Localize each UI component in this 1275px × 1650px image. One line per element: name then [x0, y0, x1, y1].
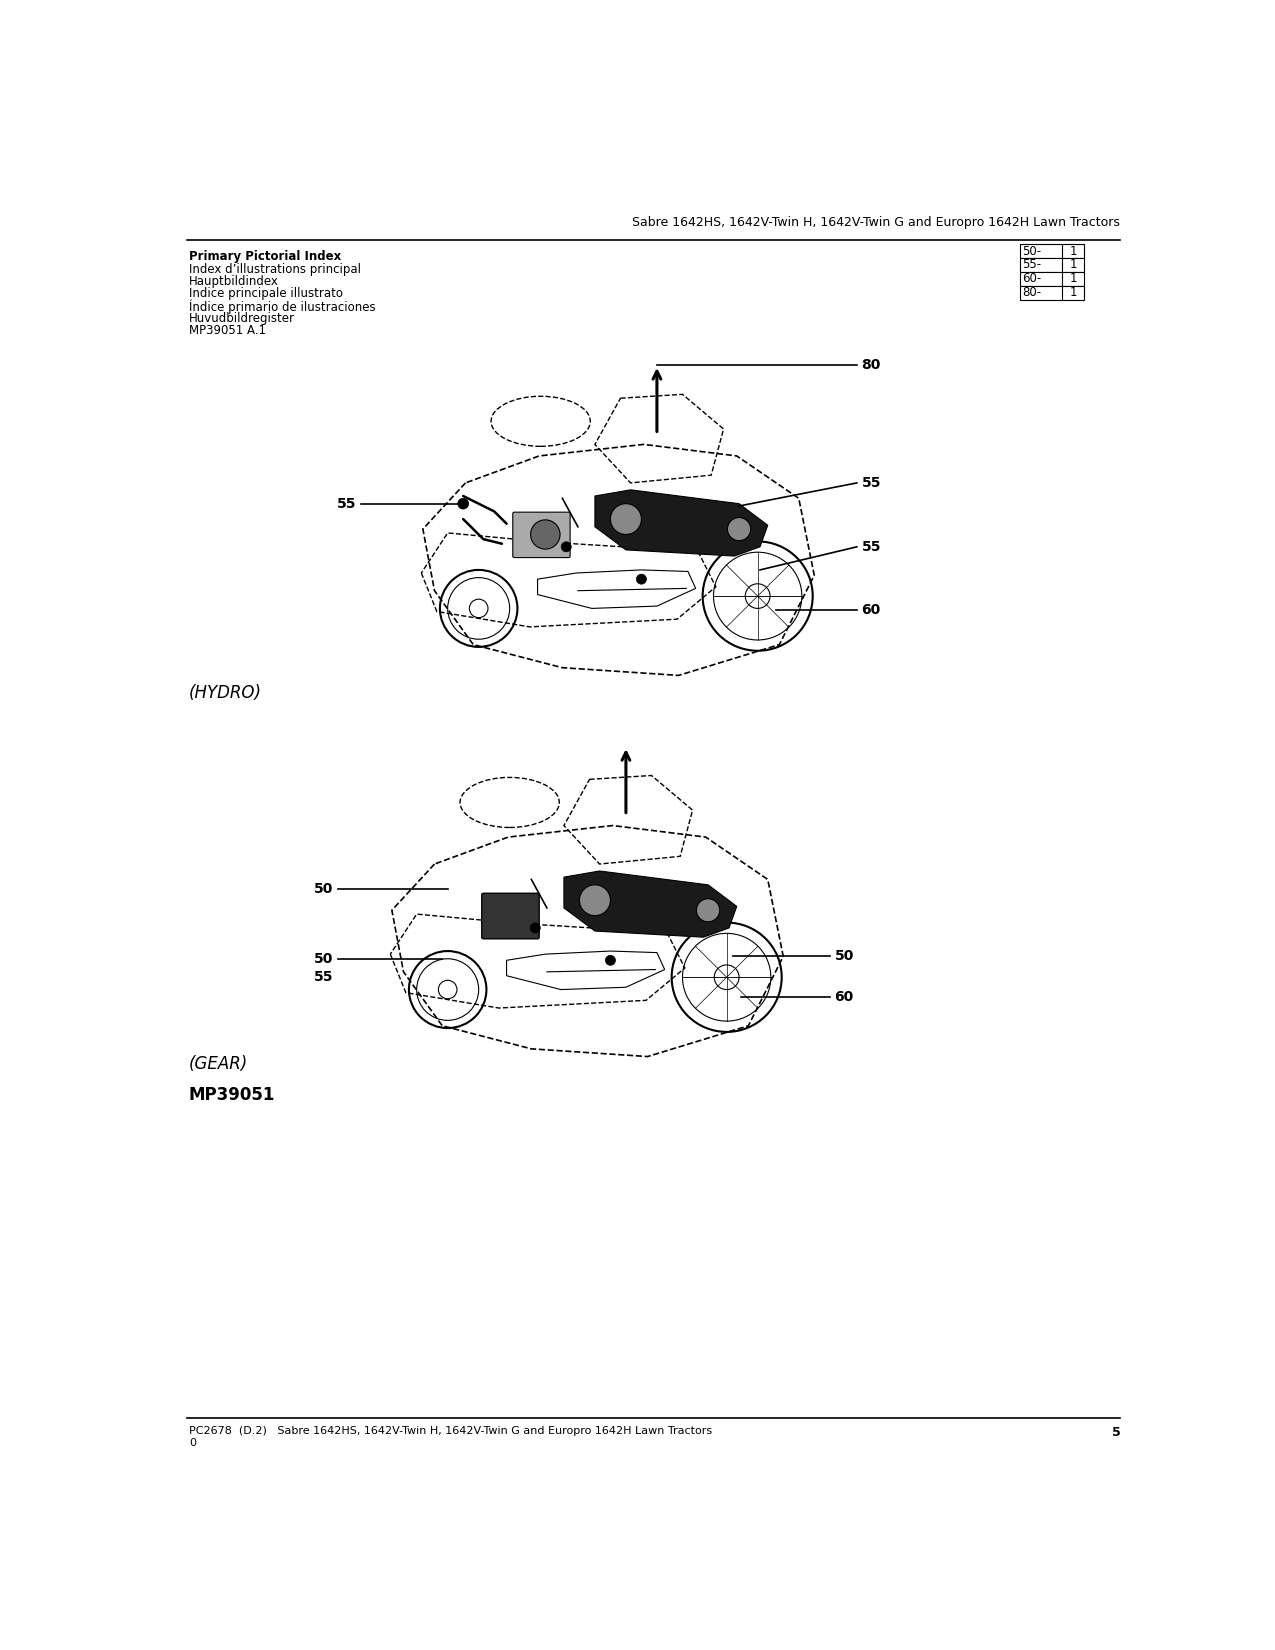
Text: 1: 1: [1070, 244, 1077, 257]
Text: Huvudbildregister: Huvudbildregister: [189, 312, 295, 325]
Text: Índice primario de ilustraciones: Índice primario de ilustraciones: [189, 300, 375, 314]
Text: 50: 50: [834, 949, 854, 964]
Ellipse shape: [728, 518, 751, 541]
Text: 60: 60: [862, 602, 881, 617]
Text: Indice principale illustrato: Indice principale illustrato: [189, 287, 343, 300]
Text: 55: 55: [337, 497, 356, 512]
Text: MP39051 A.1: MP39051 A.1: [189, 323, 265, 337]
Text: 5: 5: [1112, 1426, 1121, 1439]
Text: Hauptbildindex: Hauptbildindex: [189, 276, 279, 289]
Bar: [1020, 285, 1084, 300]
FancyBboxPatch shape: [513, 512, 570, 558]
Text: Index d’illustrations principal: Index d’illustrations principal: [189, 262, 361, 276]
Text: (HYDRO): (HYDRO): [189, 685, 261, 703]
Text: 1: 1: [1070, 272, 1077, 285]
FancyBboxPatch shape: [482, 893, 539, 939]
Text: Primary Pictorial Index: Primary Pictorial Index: [189, 251, 342, 264]
Ellipse shape: [530, 922, 541, 932]
Text: (GEAR): (GEAR): [189, 1056, 249, 1072]
Text: 1: 1: [1070, 259, 1077, 272]
Text: 80: 80: [862, 358, 881, 373]
Bar: [1020, 257, 1084, 272]
Text: MP39051: MP39051: [189, 1086, 275, 1104]
Text: 60-: 60-: [1023, 272, 1042, 285]
Ellipse shape: [561, 541, 571, 551]
Text: 55: 55: [862, 475, 881, 490]
Polygon shape: [595, 490, 768, 556]
FancyBboxPatch shape: [482, 893, 539, 939]
Ellipse shape: [636, 574, 646, 584]
Text: 50-: 50-: [1023, 244, 1042, 257]
Text: 80-: 80-: [1023, 285, 1042, 299]
Text: 55: 55: [314, 970, 333, 985]
Ellipse shape: [696, 899, 719, 922]
Ellipse shape: [530, 520, 560, 549]
Text: 55: 55: [862, 540, 881, 554]
Text: 55-: 55-: [1023, 259, 1042, 272]
Ellipse shape: [606, 955, 616, 965]
Ellipse shape: [579, 884, 611, 916]
Ellipse shape: [458, 498, 469, 510]
Text: 50: 50: [314, 883, 333, 896]
Ellipse shape: [611, 503, 641, 535]
Text: 60: 60: [834, 990, 854, 1005]
Polygon shape: [564, 871, 737, 937]
Text: 0: 0: [189, 1437, 196, 1447]
Text: Sabre 1642HS, 1642V-Twin H, 1642V-Twin G and Europro 1642H Lawn Tractors: Sabre 1642HS, 1642V-Twin H, 1642V-Twin G…: [632, 216, 1121, 229]
Text: 50: 50: [314, 952, 333, 965]
Bar: [1020, 244, 1084, 257]
Text: 1: 1: [1070, 285, 1077, 299]
Text: PC2678  (D.2)   Sabre 1642HS, 1642V-Twin H, 1642V-Twin G and Europro 1642H Lawn : PC2678 (D.2) Sabre 1642HS, 1642V-Twin H,…: [189, 1426, 711, 1436]
Bar: [1020, 272, 1084, 285]
